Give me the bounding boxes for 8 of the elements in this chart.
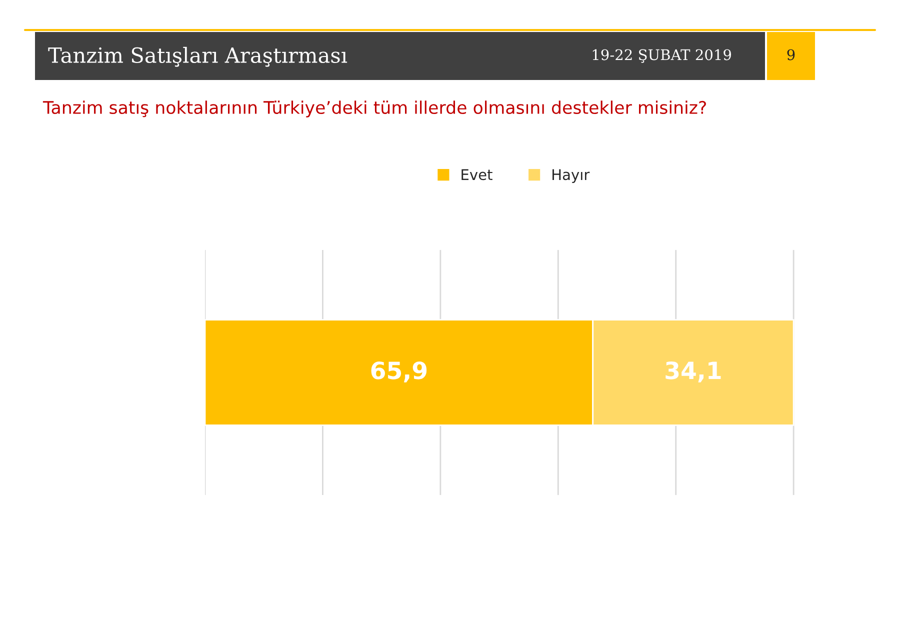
chart-subtitle: Tanzim satış noktalarının Türkiye’deki tüm illerde olmasını destekler misiniz? [42,100,706,118]
text: 19-22 ŞUBAT 2019 [592,49,732,63]
legend-label: Hayır [552,169,590,183]
text: 9 [787,49,795,60]
data-label: 34,1 [666,361,721,382]
legend-label: Evet [462,169,492,180]
chart-title: Tanzim Satışları Araştırması [48,46,348,67]
data-label: 65,9 [371,362,427,382]
